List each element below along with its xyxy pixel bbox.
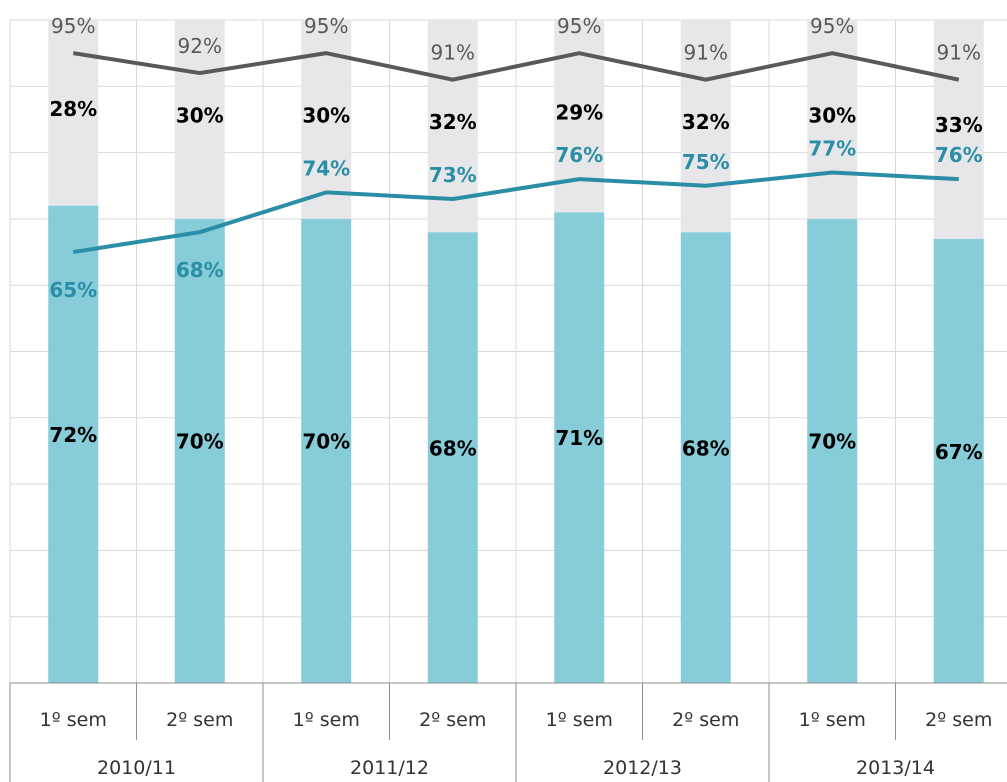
tick-label-semester: 1º sem [799, 709, 866, 731]
data-label-top-line: 95% [304, 14, 348, 38]
series-line-lower [72, 170, 959, 255]
data-label-teal-line: 76% [935, 143, 983, 167]
bar-upper [933, 20, 984, 239]
data-label-teal-line: 68% [176, 258, 224, 282]
data-label-teal-line: 76% [555, 143, 603, 167]
data-label-upper: 29% [555, 100, 603, 124]
data-label-upper: 32% [682, 110, 730, 134]
bar-lower [933, 238, 984, 684]
bar-upper [174, 20, 225, 219]
bar-lower [554, 212, 605, 683]
bar-lower [174, 218, 225, 683]
data-label-upper: 30% [808, 103, 856, 127]
tick-label-semester: 1º sem [40, 709, 107, 731]
tick-label-year: 2013/14 [856, 757, 935, 779]
tick-label-semester: 2º sem [419, 709, 486, 731]
data-label-teal-line: 75% [682, 150, 730, 174]
lines [72, 51, 960, 255]
data-label-lower: 68% [682, 437, 730, 461]
data-label-teal-line: 65% [49, 278, 97, 302]
category-axis: 1º sem 2º sem 1º sem 2º sem 1º sem 2º sem 1º s… [9, 682, 1007, 782]
data-label-top-line: 95% [810, 14, 854, 38]
data-label-upper: 33% [935, 113, 983, 137]
data-label-top-line: 91% [684, 41, 728, 65]
tick-label-year: 2011/12 [350, 757, 429, 779]
tick-label-year: 2010/11 [97, 757, 176, 779]
data-label-teal-line: 74% [302, 156, 350, 180]
data-label-lower: 71% [555, 426, 603, 450]
bar-upper [48, 20, 99, 206]
data-label-lower: 72% [49, 423, 97, 447]
series-line-upper [72, 51, 960, 82]
bar-lower [680, 232, 731, 683]
data-label-upper: 28% [49, 97, 97, 121]
bar-lower [48, 205, 99, 683]
bar-lower [301, 218, 352, 683]
data-label-teal-line: 73% [429, 163, 477, 187]
tick-label-semester: 1º sem [293, 709, 360, 731]
data-label-lower: 70% [808, 430, 856, 454]
data-label-top-line: 95% [51, 14, 95, 38]
data-label-top-line: 91% [937, 41, 981, 65]
data-label-top-line: 91% [431, 41, 475, 65]
tick-label-year: 2012/13 [603, 757, 682, 779]
gridlines [9, 19, 1007, 684]
data-labels: 72% 28% 95% 65% 70% 30% 92% 68% 70% 30% 95% 74% 68% 3… [49, 14, 982, 464]
data-label-top-line: 95% [557, 14, 601, 38]
data-label-upper: 30% [302, 103, 350, 127]
bar-lower [807, 218, 858, 683]
data-label-lower: 70% [176, 430, 224, 454]
bar-upper [680, 20, 731, 233]
tick-label-semester: 2º sem [672, 709, 739, 731]
data-label-lower: 70% [302, 430, 350, 454]
tick-label-semester: 2º sem [166, 709, 233, 731]
bar-lower [427, 232, 478, 683]
data-label-upper: 32% [429, 110, 477, 134]
data-label-lower: 68% [429, 437, 477, 461]
data-label-upper: 30% [176, 103, 224, 127]
tick-label-semester: 2º sem [925, 709, 992, 731]
data-label-lower: 67% [935, 440, 983, 464]
tick-label-semester: 1º sem [546, 709, 613, 731]
data-label-top-line: 92% [178, 34, 222, 58]
data-label-teal-line: 77% [808, 136, 856, 160]
